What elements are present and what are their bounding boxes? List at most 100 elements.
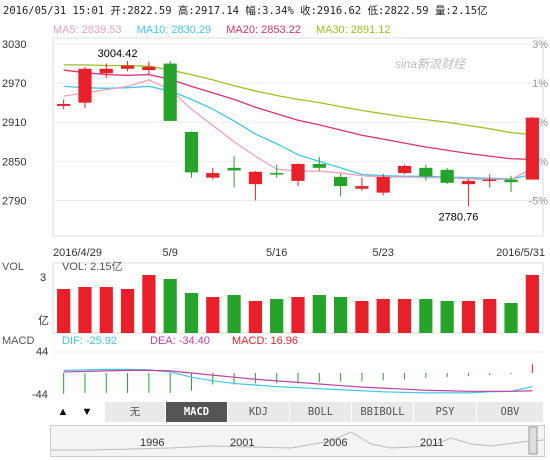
volume-bar [440,301,454,333]
volume-tick-bottom: 亿 [38,314,49,327]
tab-psy[interactable]: PSY [414,402,477,422]
volume-bar [120,289,135,333]
tab-obv[interactable]: OBV [477,402,544,422]
candle-body [397,165,412,174]
candle-body [206,173,220,178]
volume-bar [184,293,199,333]
scroll-down-button[interactable]: ▼ [77,402,97,422]
legend-ma20: MA20: 2853.22 [226,24,301,36]
volume-bar [163,279,177,333]
x-axis-label: 2016/5/31 [496,247,545,259]
volume-tick-top: 3 [40,272,46,284]
candle-body [376,176,390,193]
candle-body [440,169,454,183]
tab-none[interactable]: 无 [105,402,166,422]
quote-info-bar: 2016/05/31 15:01 开: 2822.59 高:2917.14 幅:3… [3,3,488,19]
x-axis-label: 5/9 [163,247,178,259]
info-high-label: 高: [177,5,195,17]
volume-bar [376,299,390,333]
info-amp-label: 幅: [245,5,263,17]
info-open-label: 开: [110,5,128,17]
info-close: 2916.62 [316,5,362,17]
scroll-up-button[interactable]: ▲ [53,402,73,422]
candle-body [57,103,71,106]
volume-bar [312,295,326,333]
legend-ma5: MA5: 2839.53 [53,24,122,36]
x-axis-label: 2016/4/29 [53,247,102,259]
candle-body [99,68,113,74]
tab-boll[interactable]: BOLL [290,402,352,422]
x-axis-label: 5/16 [266,247,287,259]
volume-bar [270,299,284,333]
info-close-label: 收: [300,5,317,17]
candle-body [483,179,497,182]
legend-ma30: MA30: 2891.12 [315,24,391,36]
macd-value: MACD: 16.96 [232,335,298,347]
dif-line [63,368,533,394]
candle-body [142,66,156,71]
nav-year-2001: 2001 [230,437,255,449]
price-tick-label: 2910 [2,117,26,129]
dea-value: DEA: -34.40 [150,335,210,347]
high-annotation: 3004.42 [98,48,138,60]
candle-body [525,117,539,180]
volume-bar [525,275,539,333]
tab-kdj[interactable]: KDJ [228,402,290,422]
nav-year-2006: 2006 [323,437,348,449]
macd-label: MACD [2,335,34,347]
volume-bar [461,301,476,333]
volume-bar [355,301,369,333]
info-time: 15:01 [72,5,105,17]
candle-body [184,132,199,173]
ma-legend: MA5: 2839.53 MA10: 2830.29 MA20: 2853.22… [53,24,403,36]
macd-tick-bottom: -44 [32,389,48,400]
volume-bar [78,287,92,333]
macd-tick-top: 44 [36,346,48,358]
price-tick-label: 2850 [2,156,26,168]
tab-bbiboll[interactable]: BBIBOLL [352,402,414,422]
price-tick-label: 2790 [2,195,26,207]
pct-tick-label: 3% [532,39,548,51]
volume-bar [504,303,518,333]
volume-bar [206,297,220,333]
nav-year-1996: 1996 [140,437,165,449]
volume-bar [419,299,433,333]
volume-bar [57,289,71,333]
legend-ma10: MA10: 2830.29 [136,24,212,36]
dea-line [63,369,533,392]
stock-chart[interactable]: 30303%29701%2910-1%2850-3%2790-5%2016/4/… [0,0,550,400]
candle-body [461,180,476,185]
navigator-handle [528,426,538,455]
volume-bar [397,299,412,333]
volume-bar [99,287,113,333]
dif-value: DIF: -25.92 [62,335,117,347]
ma10-line [63,85,533,180]
sina-watermark: sina新浪财经 [395,57,466,71]
volume-value: VOL: 2.15亿 [62,260,123,273]
candle-body [419,167,433,177]
pct-tick-label: -5% [528,195,548,207]
candle-body [355,186,369,189]
candle-body [120,65,135,69]
time-navigator[interactable] [50,425,545,457]
info-amp: 3.34% [262,5,294,17]
ma20-line [63,69,533,161]
info-date: 2016/05/31 [3,5,67,17]
candle-body [312,163,326,168]
volume-bar [142,275,156,333]
candle-body [248,171,262,185]
candle-body [270,173,284,175]
volume-bar [291,297,305,333]
info-low: 2822.59 [384,5,429,17]
tab-macd[interactable]: MACD [166,402,228,422]
volume-label: VOL [2,261,24,273]
volume-bar [227,295,241,333]
volume-bar [248,301,262,333]
candle-body [504,179,518,183]
navigator-sparkline [51,426,545,455]
info-high: 2917.14 [194,5,239,17]
x-axis-label: 5/23 [373,247,394,259]
candle-body [291,163,305,181]
nav-year-2011: 2011 [420,437,444,449]
candle-body [78,68,92,103]
